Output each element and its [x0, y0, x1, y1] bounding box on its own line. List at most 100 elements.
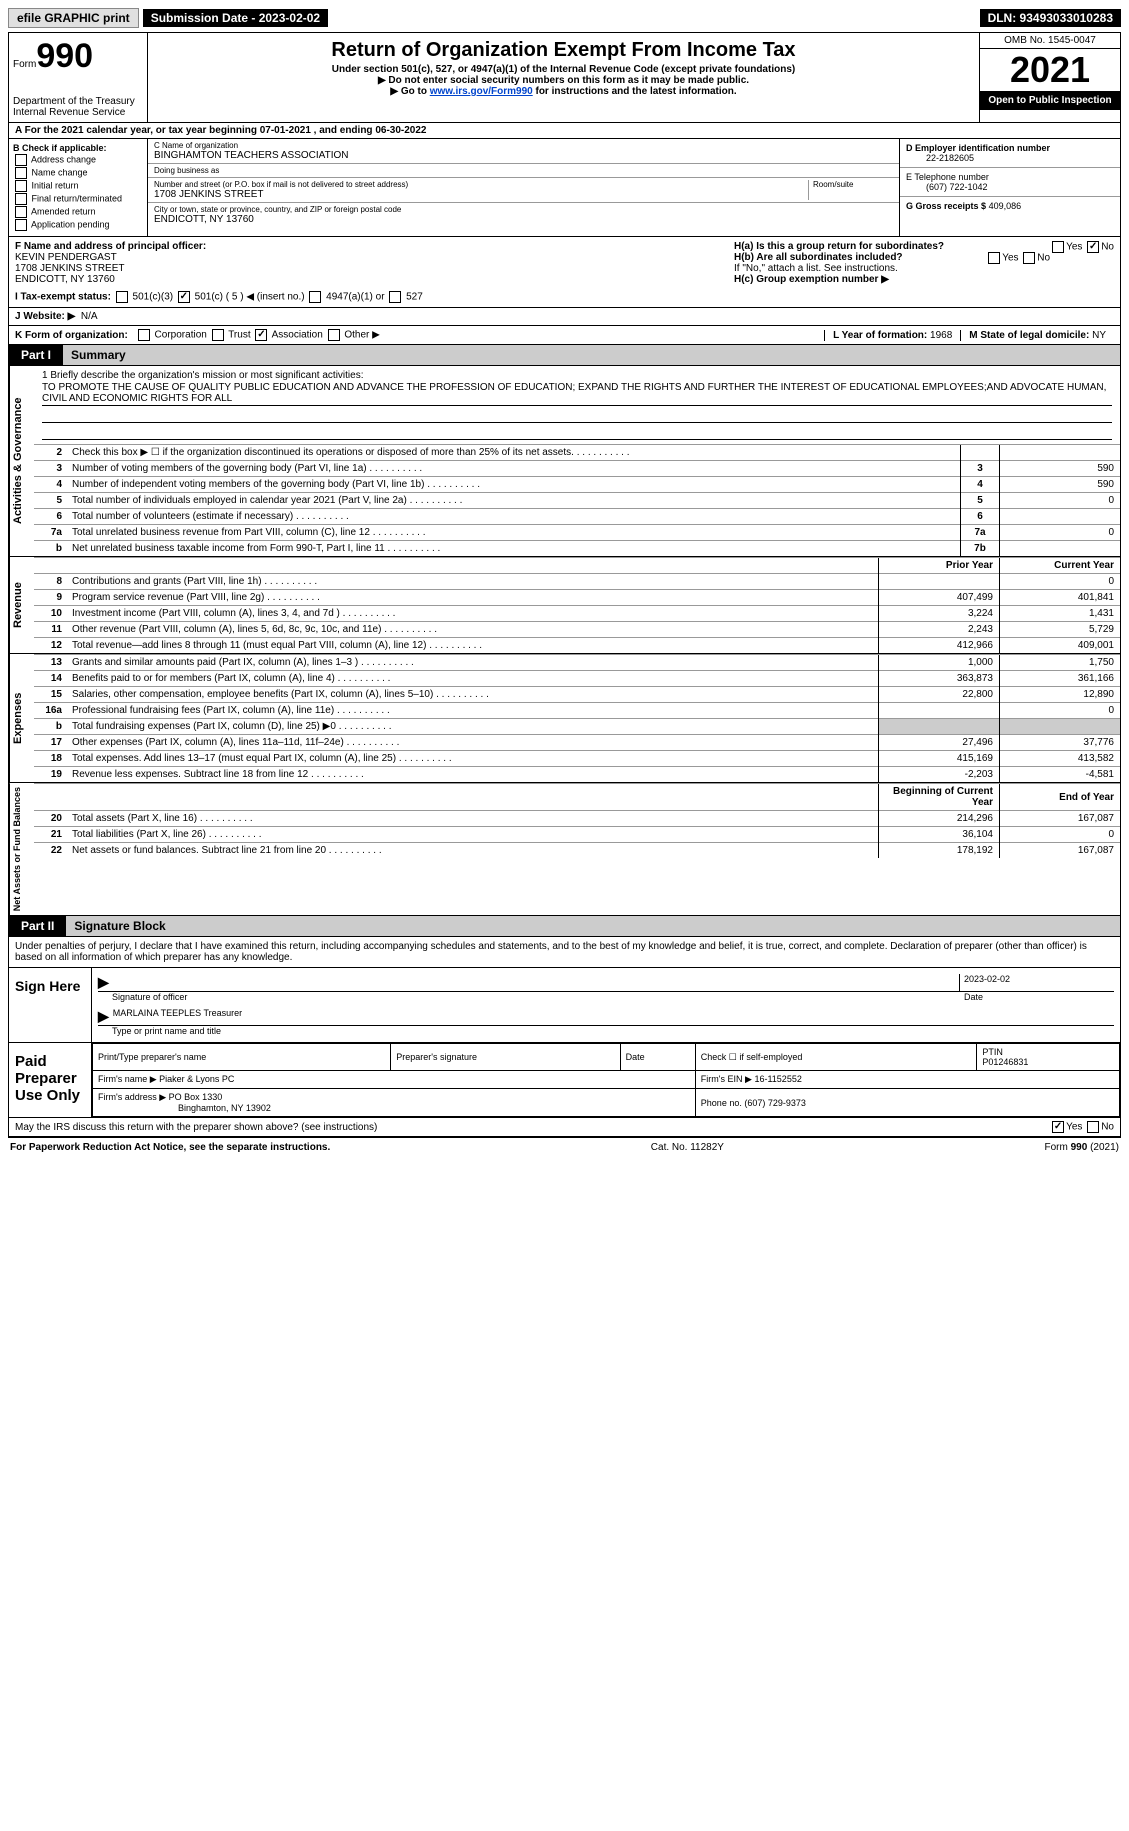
- block-bcd: B Check if applicable: Address change Na…: [8, 139, 1121, 237]
- gov-vlabel: Activities & Governance: [9, 366, 34, 556]
- prep-h5: PTIN: [982, 1047, 1003, 1057]
- checkbox-row: Address change: [13, 154, 143, 166]
- k-opt-cb[interactable]: [255, 329, 267, 341]
- org-name-label: C Name of organization: [154, 141, 893, 150]
- col-b-header: B Check if applicable:: [13, 143, 107, 153]
- checkbox-row: Amended return: [13, 206, 143, 218]
- hb-label: H(b) Are all subordinates included?: [734, 252, 903, 263]
- form-title: Return of Organization Exempt From Incom…: [156, 39, 971, 62]
- line-k: K Form of organization: Corporation Trus…: [8, 326, 1121, 345]
- footer-right: Form 990 (2021): [1045, 1142, 1119, 1153]
- cb-4947[interactable]: [309, 291, 321, 303]
- org-name: BINGHAMTON TEACHERS ASSOCIATION: [154, 150, 893, 161]
- firm-phone: (607) 729-9373: [744, 1098, 806, 1108]
- sig-name-label: Type or print name and title: [98, 1026, 1114, 1036]
- ha-label: H(a) Is this a group return for subordin…: [734, 241, 944, 252]
- hb-yes[interactable]: [988, 252, 1000, 264]
- discuss-yes[interactable]: [1052, 1121, 1064, 1133]
- prep-h1: Print/Type preparer's name: [93, 1044, 391, 1071]
- header-sub1: Under section 501(c), 527, or 4947(a)(1)…: [156, 64, 971, 75]
- dba-label: Doing business as: [154, 166, 893, 175]
- form-number: Form990: [13, 37, 143, 76]
- line-j: J Website: ▶ N/A: [8, 308, 1121, 326]
- irs-link[interactable]: www.irs.gov/Form990: [430, 86, 533, 97]
- sign-here-block: Sign Here ▶ 2023-02-02 Signature of offi…: [8, 968, 1121, 1043]
- ha-yes[interactable]: [1052, 241, 1064, 253]
- governance-section: Activities & Governance 1 Briefly descri…: [8, 366, 1121, 557]
- cb-501c3[interactable]: [116, 291, 128, 303]
- mission-q: 1 Briefly describe the organization's mi…: [42, 370, 1112, 381]
- hb-no[interactable]: [1023, 252, 1035, 264]
- checkbox[interactable]: [15, 167, 27, 179]
- header-sub2: ▶ Do not enter social security numbers o…: [156, 75, 971, 86]
- footer-mid: Cat. No. 11282Y: [651, 1142, 724, 1153]
- officer-addr1: 1708 JENKINS STREET: [15, 263, 124, 274]
- sig-name: MARLAINA TEEPLES Treasurer: [113, 1008, 242, 1025]
- prep-h3: Date: [620, 1044, 695, 1071]
- k-opt-cb[interactable]: [138, 329, 150, 341]
- ein-value: 22-2182605: [926, 153, 974, 163]
- hb2-label: If "No," attach a list. See instructions…: [734, 263, 1114, 274]
- na-table: Beginning of Current YearEnd of Year20To…: [34, 783, 1120, 858]
- tel-label: E Telephone number: [906, 172, 989, 182]
- ha-no[interactable]: [1087, 241, 1099, 253]
- checkbox[interactable]: [15, 154, 27, 166]
- addr-label: Number and street (or P.O. box if mail i…: [154, 180, 808, 189]
- firm-ein: 16-1152552: [754, 1074, 801, 1084]
- city-label: City or town, state or province, country…: [154, 205, 893, 214]
- city-value: ENDICOTT, NY 13760: [154, 214, 893, 225]
- k-opt-cb[interactable]: [212, 329, 224, 341]
- room-label: Room/suite: [813, 180, 893, 189]
- cb-501c[interactable]: [178, 291, 190, 303]
- expenses-section: Expenses 13Grants and similar amounts pa…: [8, 654, 1121, 783]
- part1-header: Part I Summary: [8, 345, 1121, 366]
- checkbox[interactable]: [15, 193, 27, 205]
- top-toolbar: efile GRAPHIC print Submission Date - 20…: [8, 8, 1121, 28]
- checkbox-row: Initial return: [13, 180, 143, 192]
- firm-name: Piaker & Lyons PC: [159, 1074, 234, 1084]
- paid-preparer-block: Paid Preparer Use Only Print/Type prepar…: [8, 1043, 1121, 1118]
- exp-vlabel: Expenses: [9, 654, 34, 782]
- na-vlabel: Net Assets or Fund Balances: [9, 783, 34, 915]
- gross-value: 409,086: [989, 201, 1022, 211]
- firm-addr2: Binghamton, NY 13902: [178, 1103, 271, 1113]
- checkbox[interactable]: [15, 219, 27, 231]
- tax-exempt-label: I Tax-exempt status:: [15, 292, 111, 303]
- submission-date: Submission Date - 2023-02-02: [143, 9, 328, 27]
- line-fh: F Name and address of principal officer:…: [8, 237, 1121, 308]
- gross-label: G Gross receipts $: [906, 201, 986, 211]
- omb-number: OMB No. 1545-0047: [980, 33, 1120, 49]
- part2-header: Part II Signature Block: [8, 916, 1121, 937]
- street-address: 1708 JENKINS STREET: [154, 189, 808, 200]
- line-a: A For the 2021 calendar year, or tax yea…: [8, 123, 1121, 139]
- sig-date: 2023-02-02: [959, 974, 1114, 991]
- sig-date-label: Date: [964, 992, 1114, 1002]
- mission-text: TO PROMOTE THE CAUSE OF QUALITY PUBLIC E…: [42, 381, 1112, 406]
- officer-name: KEVIN PENDERGAST: [15, 252, 117, 263]
- may-discuss-row: May the IRS discuss this return with the…: [8, 1118, 1121, 1137]
- checkbox[interactable]: [15, 180, 27, 192]
- tel-value: (607) 722-1042: [926, 182, 988, 192]
- exp-table: 13Grants and similar amounts paid (Part …: [34, 654, 1120, 782]
- cb-527[interactable]: [389, 291, 401, 303]
- dept-label: Department of the Treasury Internal Reve…: [13, 96, 143, 118]
- header-sub3: ▶ Go to www.irs.gov/Form990 for instruct…: [156, 86, 971, 97]
- gov-table: 2Check this box ▶ ☐ if the organization …: [34, 444, 1120, 556]
- checkbox[interactable]: [15, 206, 27, 218]
- tax-year: 2021: [980, 49, 1120, 91]
- discuss-no[interactable]: [1087, 1121, 1099, 1133]
- prep-h4: Check ☐ if self-employed: [695, 1044, 977, 1071]
- page-footer: For Paperwork Reduction Act Notice, see …: [8, 1137, 1121, 1157]
- dln-label: DLN: 93493033010283: [980, 9, 1121, 27]
- prep-ptin: P01246831: [982, 1057, 1028, 1067]
- revenue-section: Revenue Prior YearCurrent Year8Contribut…: [8, 557, 1121, 654]
- efile-button[interactable]: efile GRAPHIC print: [8, 8, 139, 28]
- checkbox-row: Final return/terminated: [13, 193, 143, 205]
- k-opt-cb[interactable]: [328, 329, 340, 341]
- prep-h2: Preparer's signature: [391, 1044, 620, 1071]
- rev-table: Prior YearCurrent Year8Contributions and…: [34, 557, 1120, 653]
- sign-here-label: Sign Here: [9, 968, 92, 1042]
- hc-label: H(c) Group exemption number ▶: [734, 274, 889, 285]
- firm-addr: PO Box 1330: [169, 1092, 223, 1102]
- netassets-section: Net Assets or Fund Balances Beginning of…: [8, 783, 1121, 916]
